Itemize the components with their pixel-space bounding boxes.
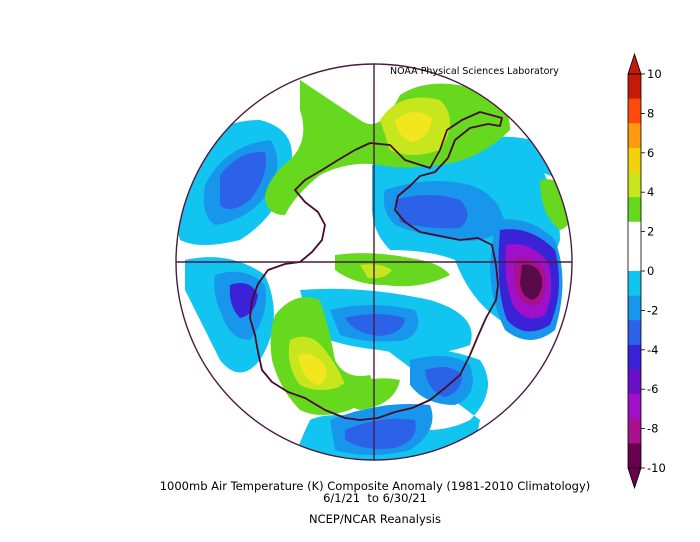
colorbar-tick-label: 2 [647,225,654,239]
colorbar-tick-label: -8 [647,422,658,436]
colorbar-segment [628,344,641,370]
colorbar-segment [628,172,641,198]
colorbar-min-arrow [627,467,642,490]
credit-label: NOAA Physical Sciences Laboratory [390,66,559,77]
colorbar-segment [628,246,641,272]
colorbar-segment [628,98,641,124]
colorbar-segment [628,74,641,99]
colorbar-tick-label: 4 [647,185,654,199]
colorbar-segment [628,369,641,395]
polar-map [176,64,572,460]
map-title: 1000mb Air Temperature (K) Composite Ano… [159,479,591,493]
colorbar-max-arrow [627,52,642,75]
strong-cold-field [220,151,559,449]
colorbar-segment [628,197,641,223]
colorbar-segment [628,394,641,420]
map-grid [175,63,573,461]
colorbar-tick-label: 8 [647,106,654,120]
colorbar-segment [628,295,641,321]
colorbar-segment [628,418,641,444]
colorbar-tick-label: -2 [647,303,658,317]
colorbar: 10 8 6 4 2 0 -2 -4 -6 -8 -10 [627,52,666,490]
colorbar-segment [628,320,641,346]
colorbar-segment [628,221,641,247]
colorbar-tick-label: -6 [647,382,658,396]
colorbar-tick-label: 6 [647,146,654,160]
colorbar-segment [628,443,641,469]
colorbar-tick-label: -4 [647,343,658,357]
colorbar-tick-label: 10 [647,67,662,81]
colorbar-segment [628,271,641,296]
data-source: NCEP/NCAR Reanalysis [309,512,441,526]
mild-warm-field [265,80,572,415]
colorbar-segment [628,123,641,149]
colorbar-tick-label: 0 [647,264,654,278]
colorbar-tick-label: -10 [647,461,666,475]
colorbar-segment [628,147,641,173]
date-range: 6/1/21 to 6/30/21 [323,491,427,505]
